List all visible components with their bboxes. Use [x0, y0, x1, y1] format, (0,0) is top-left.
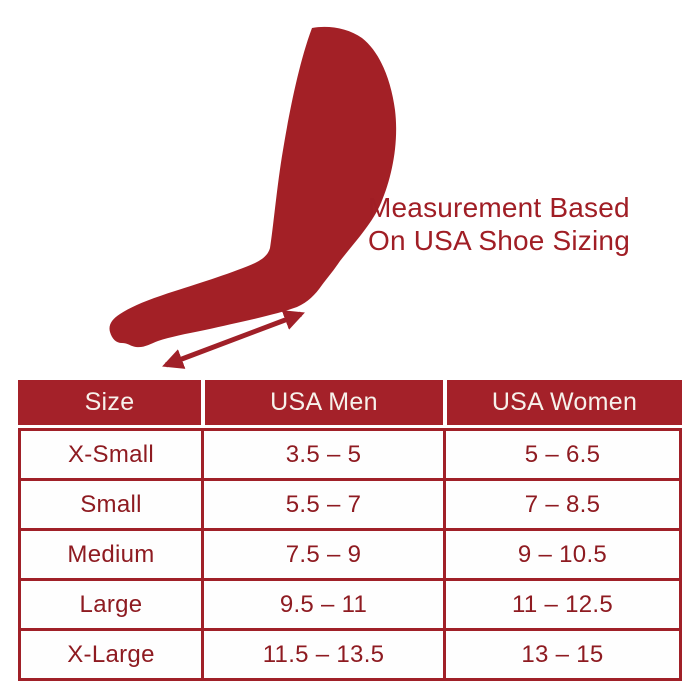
cell-usa-women: 5 – 6.5 [446, 431, 679, 478]
header-cell-usa-men: USA Men [205, 380, 443, 425]
cell-usa-men: 11.5 – 13.5 [204, 631, 443, 678]
cell-size: Large [21, 581, 201, 628]
cell-usa-women: 7 – 8.5 [446, 481, 679, 528]
table-header-row: Size USA Men USA Women [18, 380, 682, 425]
caption-line-2: On USA Shoe Sizing [368, 225, 630, 256]
table-body: X-Small 3.5 – 5 5 – 6.5 Small 5.5 – 7 7 … [18, 428, 682, 681]
size-chart-table: Size USA Men USA Women X-Small 3.5 – 5 5… [18, 380, 682, 681]
caption: Measurement Based On USA Shoe Sizing [368, 191, 630, 257]
cell-size: Medium [21, 531, 201, 578]
cell-size: Small [21, 481, 201, 528]
cell-size: X-Large [21, 631, 201, 678]
caption-line-1: Measurement Based [368, 192, 630, 223]
leg-silhouette-illustration [109, 26, 397, 369]
cell-size: X-Small [21, 431, 201, 478]
cell-usa-men: 3.5 – 5 [204, 431, 443, 478]
cell-usa-men: 5.5 – 7 [204, 481, 443, 528]
leg-foot-silhouette-icon [109, 26, 397, 348]
cell-usa-women: 13 – 15 [446, 631, 679, 678]
header-cell-size: Size [18, 380, 201, 425]
cell-usa-women: 11 – 12.5 [446, 581, 679, 628]
cell-usa-men: 9.5 – 11 [204, 581, 443, 628]
cell-usa-women: 9 – 10.5 [446, 531, 679, 578]
header-cell-usa-women: USA Women [447, 380, 682, 425]
cell-usa-men: 7.5 – 9 [204, 531, 443, 578]
foot-length-measurement-arrow-icon [162, 310, 305, 369]
